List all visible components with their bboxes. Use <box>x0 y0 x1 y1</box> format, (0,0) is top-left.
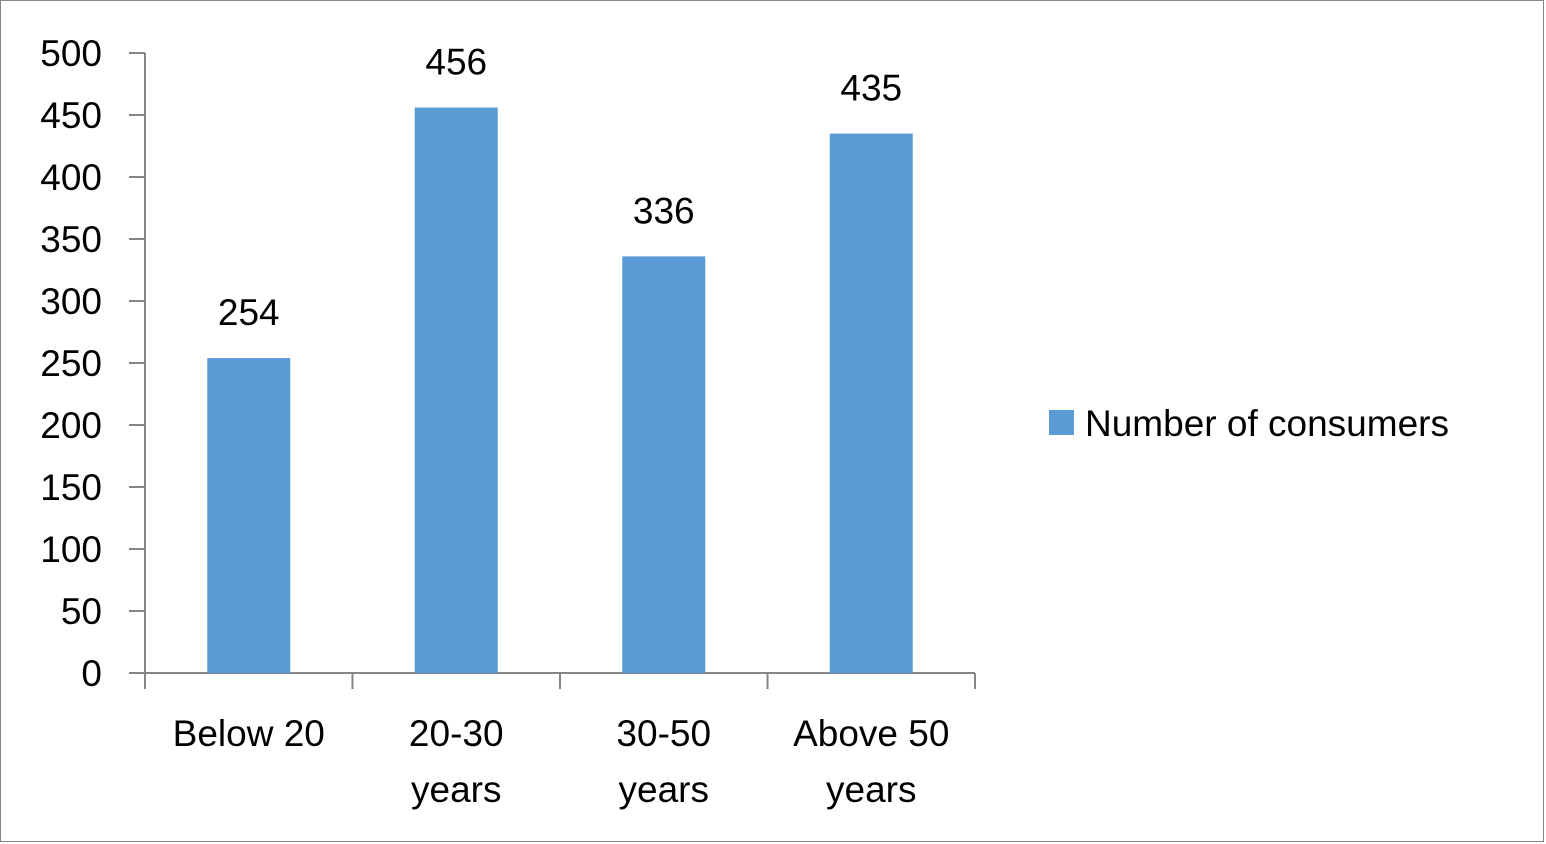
bar-value-label: 336 <box>633 190 695 231</box>
x-tick-label: years <box>619 769 709 810</box>
y-tick-label: 0 <box>81 653 102 694</box>
y-tick-label: 50 <box>61 591 102 632</box>
legend-swatch <box>1049 410 1074 435</box>
bar <box>414 107 498 673</box>
y-tick-label: 250 <box>40 343 102 384</box>
x-tick-label: Above 50 <box>793 713 949 754</box>
legend-label: Number of consumers <box>1085 403 1449 444</box>
y-tick-label: 400 <box>40 157 102 198</box>
bar-value-label: 435 <box>840 68 902 109</box>
bars <box>207 107 913 674</box>
x-tick-label: years <box>826 769 916 810</box>
y-tick-label: 450 <box>40 95 102 136</box>
y-tick-label: 200 <box>40 405 102 446</box>
y-tick-label: 150 <box>40 467 102 508</box>
bar <box>829 133 913 674</box>
bar <box>207 358 291 673</box>
x-tick-label: years <box>411 769 501 810</box>
x-tick-label: 20-30 <box>409 713 504 754</box>
legend: Number of consumers <box>1049 403 1449 444</box>
y-tick-label: 100 <box>40 529 102 570</box>
y-tick-label: 350 <box>40 219 102 260</box>
x-tick-label: 30-50 <box>616 713 711 754</box>
axes: 0 50 100 150 200 250 300 350 400 450 500 Below 20 20… <box>40 33 976 810</box>
y-tick-label: 300 <box>40 281 102 322</box>
y-tick-label: 500 <box>40 33 102 74</box>
bar <box>622 256 706 673</box>
bar-value-label: 254 <box>218 292 280 333</box>
bar-value-label: 456 <box>425 42 487 83</box>
x-tick-label: Below 20 <box>173 713 325 754</box>
data-labels: 254 456 336 435 <box>218 42 902 333</box>
